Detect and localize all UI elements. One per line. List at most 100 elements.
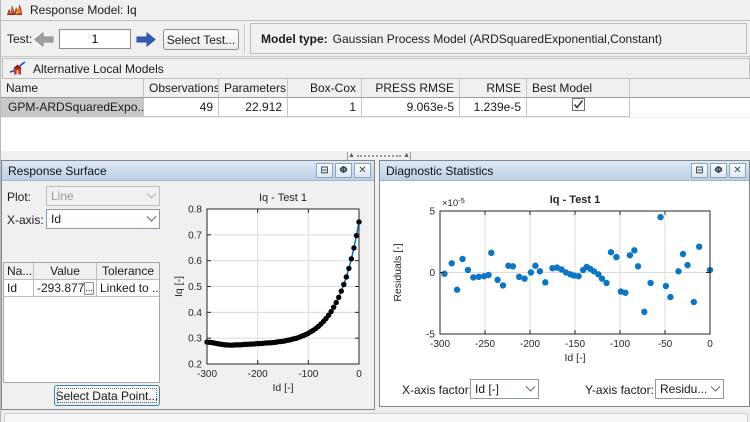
next-test-button[interactable] [134, 28, 158, 50]
residuals-chart[interactable]: Iq - Test 1-300 -250 -200 -150 -100 -50 0-505I… [387, 189, 743, 371]
row-filler [630, 98, 750, 117]
alternative-models-table: Name Observations Parameters Box-Cox PRE… [1, 79, 750, 117]
svg-text:5: 5 [429, 207, 435, 218]
col-header-name[interactable]: Name [1, 79, 144, 98]
splitter-handle[interactable]: ▲ ▲ [347, 151, 411, 160]
undock-button[interactable]: Φ [335, 163, 352, 178]
window-titlebar: Response Model: Iq [1, 0, 750, 21]
y-axis-factor-value: Residu... [660, 382, 708, 396]
status-strip-panel [4, 413, 748, 422]
svg-text:-100: -100 [298, 369, 318, 380]
model-name: GPM-ARDSquaredExpo... [8, 100, 144, 114]
factor-name-cell[interactable]: Id [4, 280, 34, 297]
response-model-icon [7, 4, 22, 15]
xaxis-select[interactable]: Id [46, 209, 160, 229]
model-type-box: Model type: Gaussian Process Model (ARDS… [250, 23, 747, 54]
response-surface-panel: Response Surface ⊟ Φ ✕ Plot: Line X-axis… [1, 160, 375, 410]
factor-col-name[interactable]: Na... [4, 263, 34, 280]
svg-text:-200: -200 [248, 369, 268, 380]
diagnostic-statistics-panel: Diagnostic Statistics ⊟ Φ ✕ Iq - Test 1 -… [379, 160, 750, 407]
chevron-down-icon [146, 211, 157, 222]
diagnostic-statistics-titlebar[interactable]: Diagnostic Statistics ⊟ Φ ✕ [380, 161, 749, 181]
col-header-press-rmse[interactable]: PRESS RMSE [362, 79, 460, 98]
svg-text:0.8: 0.8 [188, 205, 202, 216]
factor-col-value[interactable]: Value [34, 263, 97, 280]
svg-text:0.4: 0.4 [188, 308, 202, 319]
svg-text:Id [-]: Id [-] [564, 352, 585, 364]
svg-text:Iq - Test 1: Iq - Test 1 [259, 192, 307, 204]
svg-text:-50: -50 [658, 339, 673, 350]
col-header-best-model[interactable]: Best Model [527, 79, 630, 98]
svg-text:-150: -150 [565, 339, 585, 350]
plot-type-select: Line [46, 186, 160, 206]
response-surface-titlebar[interactable]: Response Surface ⊟ Φ ✕ [2, 161, 374, 181]
splitter-bar [347, 151, 348, 160]
close-panel-button[interactable]: ✕ [354, 163, 371, 178]
factor-value: -293.877 [37, 281, 85, 295]
undock-button[interactable]: Φ [710, 163, 727, 178]
model-name-cell[interactable]: GPM-ARDSquaredExpo... [1, 98, 144, 117]
diagnostic-statistics-title: Diagnostic Statistics [386, 163, 494, 178]
toolbar-separator [244, 24, 246, 54]
factor-row[interactable]: Id -293.877 ... Linked to ... [4, 280, 159, 297]
observations-cell[interactable]: 49 [144, 98, 219, 117]
rmse-cell[interactable]: 1.239e-5 [460, 98, 527, 117]
chevron-down-icon [710, 381, 721, 392]
col-header-box-cox[interactable]: Box-Cox [288, 79, 362, 98]
svg-text:Id [-]: Id [-] [272, 382, 293, 394]
factor-tolerance-cell[interactable]: Linked to ... [97, 280, 159, 297]
chevron-down-icon [146, 188, 157, 199]
factor-table: Na... Value Tolerance Id -293.877 ... Li… [3, 262, 160, 383]
response-surface-title: Response Surface [8, 163, 107, 178]
col-header-rmse[interactable]: RMSE [460, 79, 527, 98]
svg-text:0.3: 0.3 [188, 334, 202, 345]
svg-text:×10-5: ×10-5 [442, 196, 465, 209]
svg-text:0: 0 [707, 339, 713, 350]
svg-text:-100: -100 [610, 339, 630, 350]
close-panel-button[interactable]: ✕ [729, 163, 746, 178]
factor-value-cell[interactable]: -293.877 ... [34, 280, 97, 297]
svg-text:0.6: 0.6 [188, 256, 202, 267]
test-number-input[interactable] [59, 29, 131, 49]
y-axis-factor-label: Y-axis factor: [585, 383, 654, 397]
previous-test-button[interactable] [32, 28, 56, 50]
y-axis-factor-select[interactable]: Residu... [655, 379, 724, 399]
table-empty-area [1, 118, 750, 151]
select-test-button[interactable]: Select Test... [163, 29, 239, 50]
select-data-point-button[interactable]: Select Data Point... [54, 385, 160, 406]
parameters-cell[interactable]: 22.912 [219, 98, 288, 117]
plot-label: Plot: [7, 190, 32, 204]
col-header-parameters[interactable]: Parameters [219, 79, 288, 98]
arrow-right-icon [136, 31, 156, 47]
table-row[interactable]: GPM-ARDSquaredExpo... 49 22.912 1 9.063e… [1, 98, 750, 117]
model-type-value: Gaussian Process Model (ARDSquaredExpone… [332, 31, 663, 46]
svg-text:Iq - Test 1: Iq - Test 1 [550, 194, 601, 206]
test-label: Test: [7, 32, 33, 46]
factor-col-tolerance[interactable]: Tolerance [97, 263, 159, 280]
svg-text:-300: -300 [430, 339, 450, 350]
svg-text:-200: -200 [520, 339, 540, 350]
xaxis-value: Id [51, 212, 62, 226]
svg-text:-5: -5 [426, 330, 435, 341]
model-type-label: Model type: [261, 31, 328, 46]
factor-table-header: Na... Value Tolerance [4, 263, 159, 280]
response-surface-chart[interactable]: Iq - Test 1 -300 -200 -100 0 0.2 0.3 0.4 0.5 0.6 0… [172, 189, 372, 401]
dock-button[interactable]: ⊟ [691, 163, 708, 178]
collapse-up-icon[interactable]: ▲ [403, 152, 410, 159]
plot-type-value: Line [51, 189, 74, 203]
box-cox-cell[interactable]: 1 [288, 98, 362, 117]
dock-button[interactable]: ⊟ [316, 163, 333, 178]
collapse-up-icon[interactable]: ▲ [348, 152, 355, 159]
chevron-down-icon [525, 381, 536, 392]
value-ellipsis-button[interactable]: ... [84, 281, 94, 295]
svg-text:-250: -250 [475, 339, 495, 350]
best-model-checkbox[interactable] [571, 98, 585, 116]
press-rmse-cell[interactable]: 9.063e-5 [362, 98, 460, 117]
x-axis-factor-select[interactable]: Id [-] [470, 379, 539, 399]
xaxis-label: X-axis: [7, 213, 44, 227]
svg-text:0.2: 0.2 [188, 360, 202, 371]
table-header-row: Name Observations Parameters Box-Cox PRE… [1, 79, 750, 98]
col-header-observations[interactable]: Observations [144, 79, 219, 98]
svg-text:0: 0 [429, 268, 435, 279]
